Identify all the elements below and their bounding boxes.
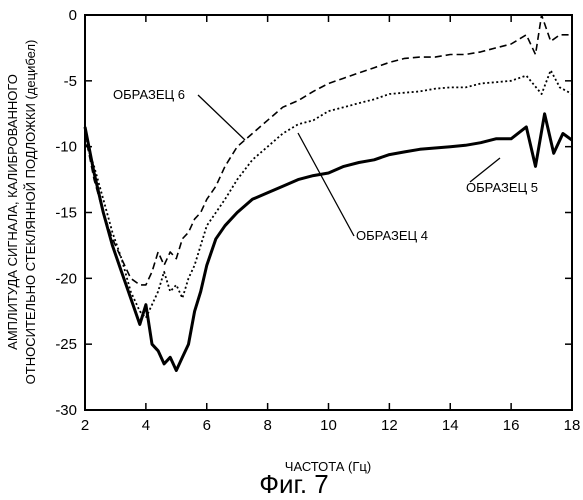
series-line-3 <box>85 15 572 285</box>
figure-caption: Фиг. 7 <box>259 469 329 499</box>
y-tick-label: 0 <box>69 7 77 24</box>
x-tick-label: 4 <box>142 417 150 434</box>
annotation-leader-line <box>470 158 500 182</box>
series-line-2 <box>85 114 572 371</box>
series-annotation-label: ОБРАЗЕЦ 4 <box>356 228 428 243</box>
series-annotation-label: ОБРАЗЕЦ 6 <box>113 87 185 102</box>
x-tick-label: 16 <box>503 417 520 434</box>
x-tick-label: 12 <box>381 417 398 434</box>
x-tick-label: 6 <box>203 417 211 434</box>
y-axis-title-line-1: АМПЛИТУДА СИГНАЛА, КАЛИБРОВАННОГО <box>5 74 20 350</box>
x-tick-label: 18 <box>564 417 581 434</box>
annotation-layer: ОБРАЗЕЦ 6 ОБРАЗЕЦ 4 ОБРАЗЕЦ 5 <box>113 87 538 243</box>
x-tick-label: 14 <box>442 417 459 434</box>
y-tick-label: -25 <box>55 336 77 353</box>
y-axis-title-line-2: ОТНОСИТЕЛЬНО СТЕКЛЯННОЙ ПОДЛОЖКИ (децибе… <box>23 40 38 385</box>
y-axis-ticks: 0 -5 -10 -15 -20 -25 -30 <box>55 7 572 419</box>
x-tick-label: 8 <box>263 417 271 434</box>
x-tick-label: 10 <box>320 417 337 434</box>
x-tick-label: 2 <box>81 417 89 434</box>
y-tick-label: -10 <box>55 139 77 156</box>
y-tick-label: -20 <box>55 270 77 287</box>
y-tick-label: -15 <box>55 205 77 222</box>
y-tick-label: -30 <box>55 402 77 419</box>
annotation-leader-line <box>198 95 245 140</box>
series-annotation-label: ОБРАЗЕЦ 5 <box>466 180 538 195</box>
x-axis-ticks: 2 4 6 8 10 12 14 16 18 <box>81 15 581 434</box>
y-tick-label: -5 <box>64 73 77 90</box>
annotation-leader-line <box>298 133 354 236</box>
